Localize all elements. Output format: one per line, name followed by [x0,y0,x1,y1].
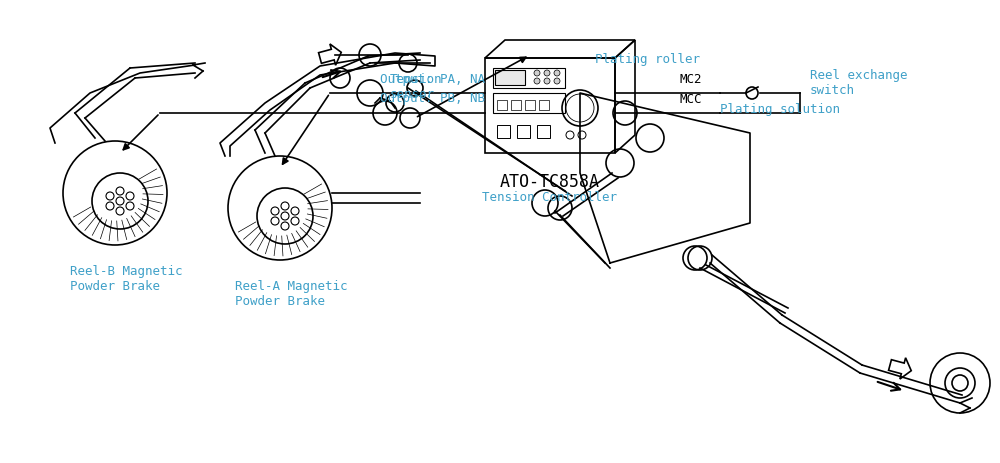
Polygon shape [495,70,525,85]
Text: Output: PA, NA: Output: PA, NA [380,73,485,86]
Text: Plating solution: Plating solution [720,103,840,116]
Circle shape [554,70,560,76]
Text: MCC: MCC [680,93,702,106]
Circle shape [544,78,550,84]
Text: Output: PB, NB: Output: PB, NB [380,92,485,105]
Text: ATO-TC858A: ATO-TC858A [500,173,600,191]
Text: Plating roller: Plating roller [595,53,700,66]
Text: Reel-A Magnetic
Powder Brake: Reel-A Magnetic Powder Brake [235,280,348,308]
Text: Tension
sensor: Tension sensor [390,73,442,101]
Text: Tension Controller: Tension Controller [482,191,618,204]
Text: MC2: MC2 [680,73,702,86]
Text: Reel exchange
switch: Reel exchange switch [810,69,908,97]
Circle shape [534,78,540,84]
Circle shape [534,70,540,76]
Circle shape [554,78,560,84]
Text: Reel-B Magnetic
Powder Brake: Reel-B Magnetic Powder Brake [70,265,182,293]
Circle shape [544,70,550,76]
